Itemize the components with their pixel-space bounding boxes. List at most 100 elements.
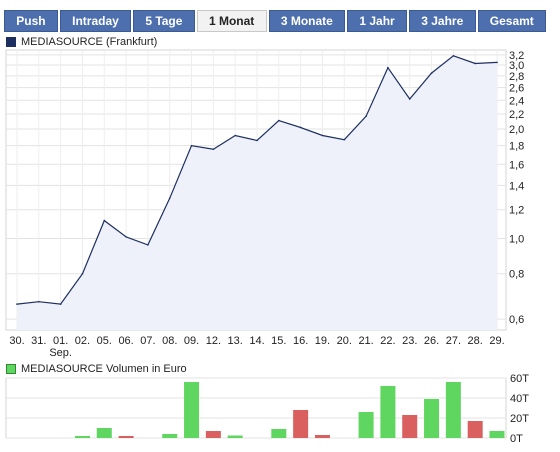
x-tick-label: 16. [293, 335, 308, 347]
volume-y-tick: 20T [510, 413, 529, 425]
x-tick-label: 06. [118, 335, 133, 347]
x-tick-label: 01. [53, 335, 68, 347]
volume-y-tick: 60T [510, 373, 529, 385]
x-tick-label: 31. [31, 335, 46, 347]
price-y-tick: 2,0 [509, 124, 524, 136]
price-chart: 0,60,81,01,21,41,61,82,02,22,42,62,83,03… [5, 49, 524, 347]
price-y-tick: 0,6 [509, 314, 524, 326]
volume-y-tick: 0T [510, 433, 523, 445]
volume-bar [489, 431, 505, 438]
period-tabs: Push Intraday 5 Tage 1 Monat 3 Monate 1 Jahr 3… [4, 10, 547, 32]
price-point [474, 62, 476, 65]
price-point [430, 72, 433, 74]
price-point [452, 55, 455, 57]
price-area [17, 55, 497, 331]
volume-legend-swatch [6, 364, 16, 374]
price-point [103, 219, 106, 222]
tab-1-jahr[interactable]: 1 Jahr [347, 10, 407, 32]
volume-bar [184, 382, 200, 438]
x-tick-label: 30. [9, 335, 24, 347]
x-tick-label: 22. [380, 335, 395, 347]
x-tick-label: 26. [424, 335, 439, 347]
volume-bar [227, 435, 243, 438]
volume-bar [467, 421, 483, 438]
volume-legend-label: MEDIASOURCE Volumen in Euro [21, 363, 187, 375]
price-point [496, 61, 498, 64]
price-point [38, 300, 40, 303]
x-tick-label: 09. [184, 335, 199, 347]
price-y-tick: 2,4 [509, 95, 524, 107]
volume-bar [205, 431, 221, 438]
volume-bar [271, 429, 287, 438]
price-y-tick: 2,8 [509, 71, 524, 83]
x-tick-label: 05. [97, 335, 112, 347]
x-tick-label: 15. [271, 335, 286, 347]
x-tick-label: 08. [162, 335, 177, 347]
x-tick-label: 02. [75, 335, 90, 347]
price-legend: MEDIASOURCE (Frankfurt) [6, 35, 157, 49]
price-y-tick: 1,6 [509, 159, 524, 171]
x-tick-label: 07. [140, 335, 155, 347]
x-tick-label: 27. [446, 335, 461, 347]
price-y-tick: 3,2 [509, 50, 524, 62]
price-point [365, 115, 367, 117]
price-legend-label: MEDIASOURCE (Frankfurt) [21, 36, 158, 48]
price-y-tick: 3,0 [509, 60, 524, 72]
price-point [299, 126, 302, 129]
price-point [147, 244, 149, 246]
price-point [387, 66, 389, 69]
price-legend-swatch [6, 37, 16, 47]
price-point [168, 197, 171, 200]
price-y-tick: 2,2 [509, 109, 524, 121]
volume-bar [445, 382, 461, 438]
volume-bar [380, 386, 396, 438]
volume-bar [74, 436, 90, 438]
volume-y-tick: 40T [510, 393, 529, 405]
volume-bar [96, 428, 112, 438]
x-tick-label: 13. [228, 335, 243, 347]
x-tick-label: 19. [315, 335, 330, 347]
price-point [81, 272, 84, 275]
tab-intraday[interactable]: Intraday [59, 10, 132, 32]
month-label: Sep. [49, 347, 72, 359]
tab-3-monate[interactable]: 3 Monate [268, 10, 346, 32]
price-point [190, 144, 193, 147]
price-point [278, 119, 280, 122]
price-y-tick: 1,2 [509, 205, 524, 217]
x-tick-label: 21. [358, 335, 373, 347]
price-y-tick: 2,6 [509, 83, 524, 95]
volume-bar [314, 435, 330, 438]
x-tick-label: 14. [249, 335, 264, 347]
x-tick-label: 20. [337, 335, 352, 347]
price-point [212, 148, 215, 151]
x-tick-label: 23. [402, 335, 417, 347]
volume-bar [424, 399, 440, 438]
price-y-tick: 0,8 [509, 269, 524, 281]
x-tick-label: 29. [489, 335, 504, 347]
price-point [234, 134, 236, 137]
price-y-tick: 1,4 [509, 180, 524, 192]
price-point [16, 303, 18, 305]
volume-chart: 60T 40T 20T 0T [5, 373, 529, 445]
volume-bar [358, 412, 374, 438]
tab-3-jahre[interactable]: 3 Jahre [408, 10, 476, 32]
volume-plot-area [5, 377, 507, 439]
price-y-tick: 1,8 [509, 141, 524, 153]
tab-push[interactable]: Push [4, 10, 58, 32]
volume-legend: MEDIASOURCE Volumen in Euro [6, 362, 187, 376]
tab-5-tage[interactable]: 5 Tage [133, 10, 195, 32]
price-point [408, 98, 411, 100]
volume-bar [402, 415, 418, 438]
x-tick-label: 28. [468, 335, 483, 347]
volume-bar [162, 434, 178, 438]
tab-1-monat[interactable]: 1 Monat [196, 10, 267, 32]
price-point [59, 303, 62, 305]
tab-gesamt[interactable]: Gesamt [477, 10, 547, 32]
price-point [343, 138, 346, 141]
volume-bar [293, 410, 309, 438]
price-y-tick: 1,0 [509, 233, 524, 245]
x-tick-label: 12. [206, 335, 221, 347]
volume-bar [118, 436, 134, 438]
price-point [125, 236, 127, 238]
